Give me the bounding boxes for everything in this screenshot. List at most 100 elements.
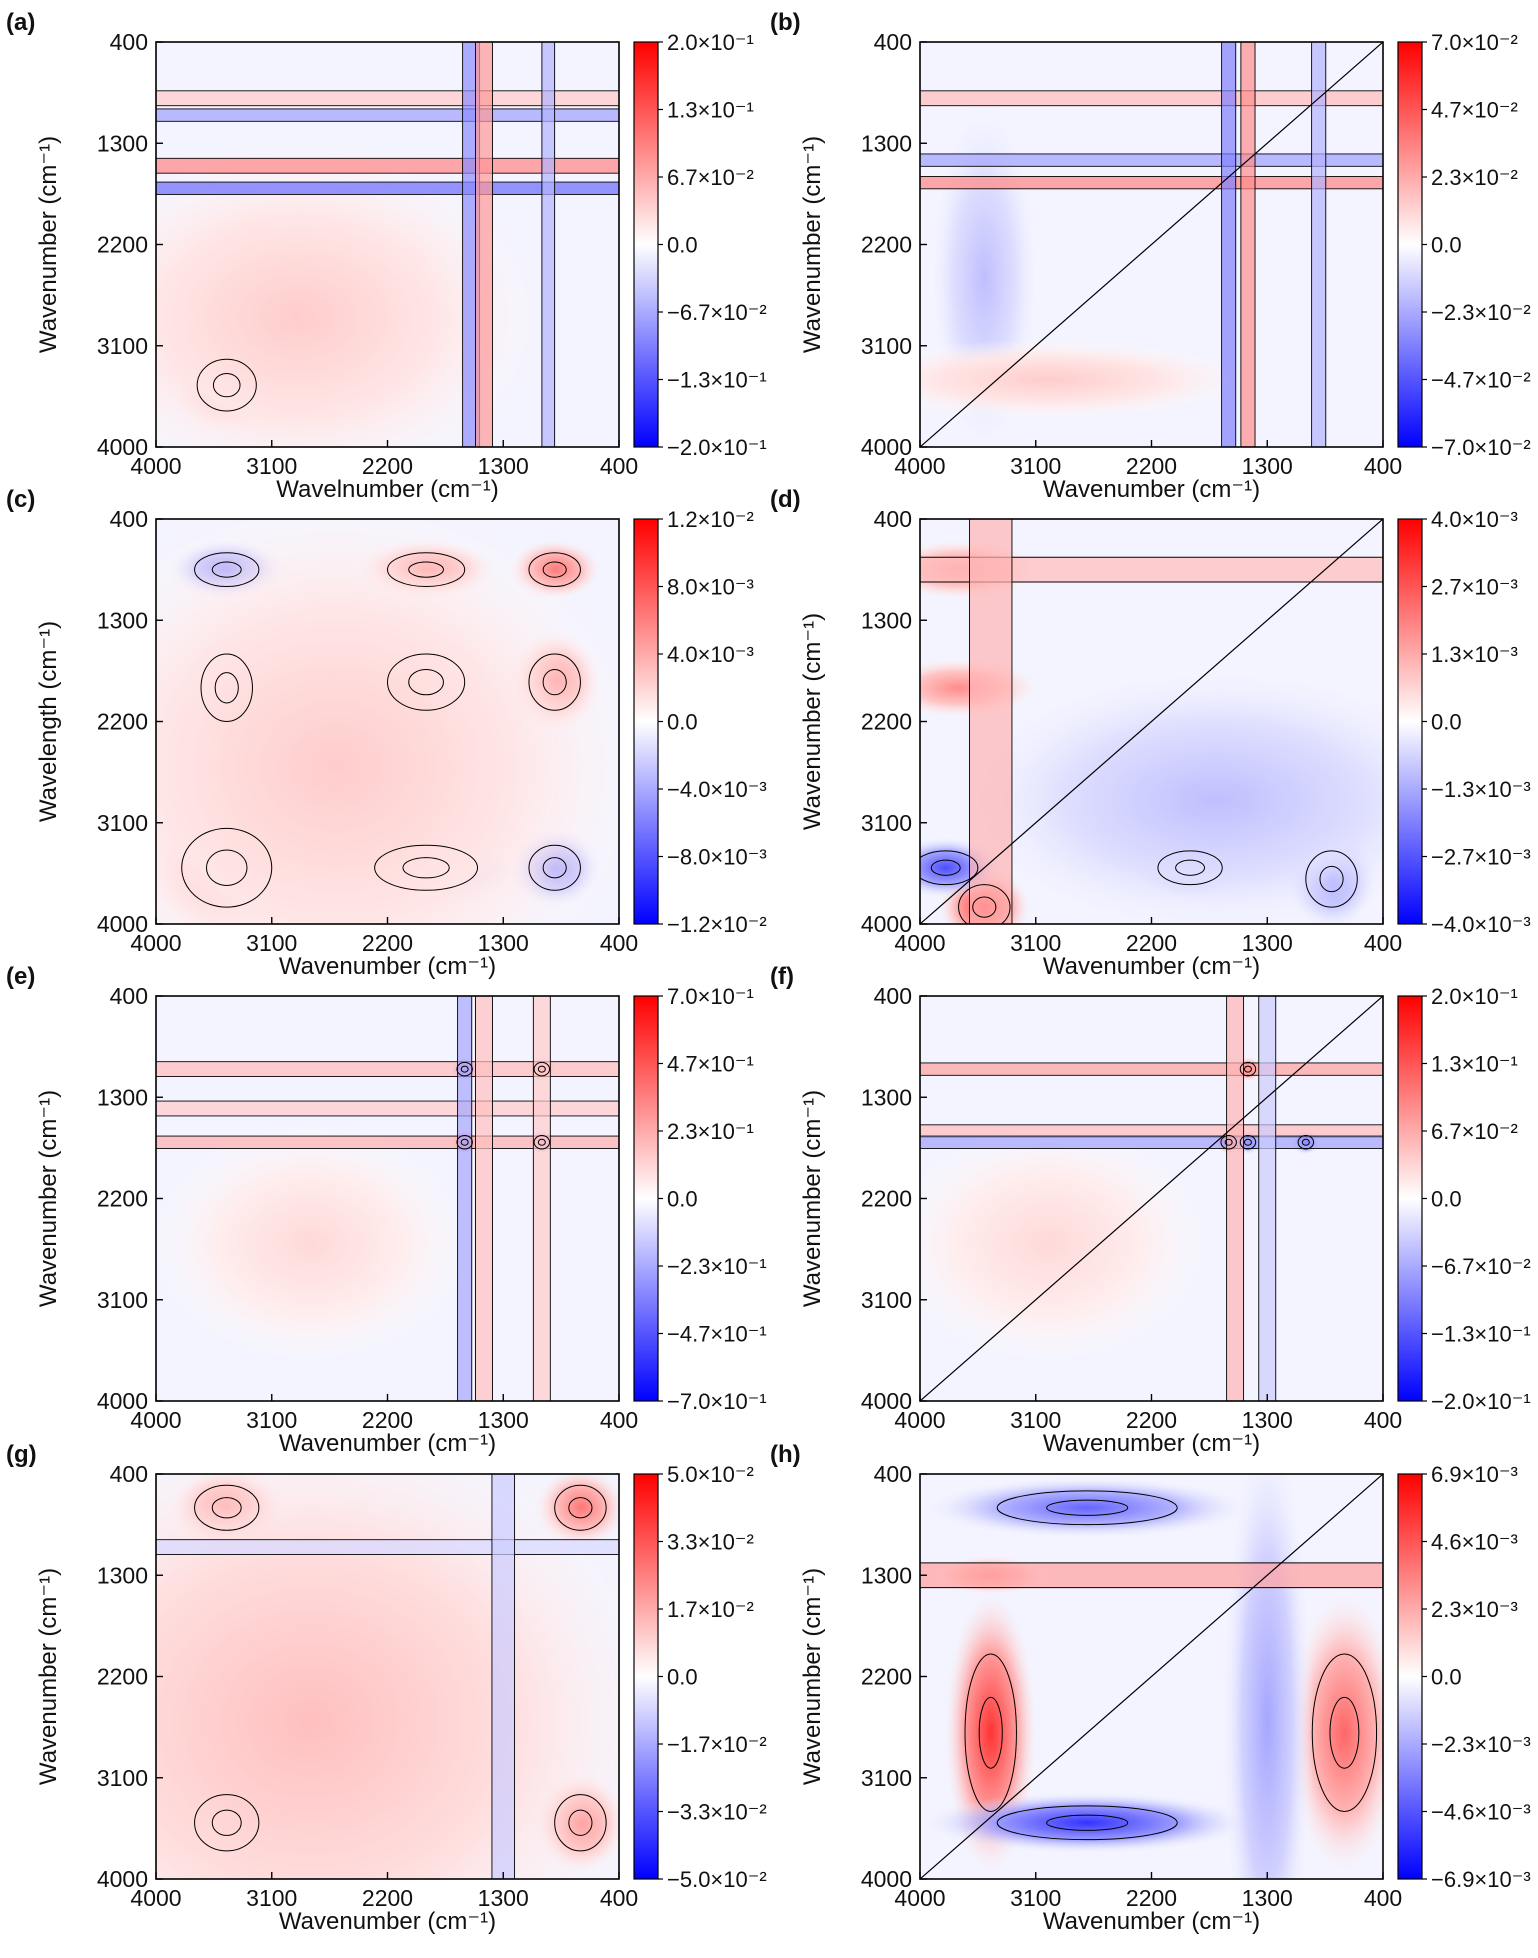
y-tick-label: 3100 [861, 1765, 912, 1791]
y-tick-label: 2200 [97, 232, 148, 258]
heatmap-blob [920, 1122, 1211, 1365]
x-tick-label: 400 [600, 1885, 638, 1911]
contour-line [211, 1809, 242, 1836]
colorbar-tick-label: 1.2×10⁻² [667, 507, 754, 532]
contour-line [1046, 1814, 1129, 1831]
x-tick-label: 2200 [362, 1407, 413, 1433]
x-tick-label: 400 [1364, 453, 1402, 479]
x-tick-label: 2200 [362, 1885, 413, 1911]
colorbar-tick-label: −6.9×10⁻³ [1431, 1867, 1531, 1892]
y-tick-label: 4000 [97, 911, 148, 937]
contour-line [211, 1497, 242, 1519]
panel-label: (b) [770, 9, 801, 36]
y-tick-label: 1300 [861, 130, 912, 156]
contour-line [211, 561, 242, 578]
colorbar-tick-label: 4.0×10⁻³ [667, 642, 754, 667]
contour-line [402, 857, 450, 879]
colorbar-tick-label: −1.2×10⁻² [667, 912, 767, 937]
heatmap-field [156, 1474, 619, 1879]
colorbar-tick-label: 2.7×10⁻³ [1431, 575, 1518, 600]
colorbar [1397, 1473, 1423, 1880]
colorbar-tick-label: −4.0×10⁻³ [667, 777, 767, 802]
contour-line [964, 1653, 1017, 1812]
colorbar-tick-label: −1.3×10⁻¹ [1431, 1322, 1531, 1347]
y-tick-label: 2200 [861, 232, 912, 258]
heatmap-field [920, 519, 1383, 924]
colorbar [1397, 995, 1423, 1402]
x-tick-label: 2200 [1126, 453, 1177, 479]
heatmap-band-horizontal [156, 1136, 619, 1149]
contour-line [996, 1490, 1178, 1526]
colorbar [633, 1473, 659, 1880]
panel-label: (a) [6, 9, 35, 36]
panel-label: (h) [770, 1441, 801, 1468]
x-tick-label: 400 [1364, 930, 1402, 956]
y-tick-label: 3100 [861, 1287, 912, 1313]
contour-line [542, 561, 567, 578]
heatmap-blob [925, 1477, 1250, 1539]
y-tick-label: 400 [110, 983, 148, 1009]
colorbar-tick-label: 4.6×10⁻³ [1431, 1530, 1518, 1555]
contour-line [930, 859, 961, 876]
colorbar-tick-label: −8.0×10⁻³ [667, 845, 767, 870]
x-axis-title: Wavenumber (cm⁻¹) [279, 1430, 496, 1457]
colorbar-tick-label: 2.3×10⁻¹ [667, 1119, 754, 1144]
contour-line [1301, 1138, 1310, 1146]
y-tick-label: 1300 [97, 1084, 148, 1110]
contour-line [456, 1135, 473, 1150]
heatmap-field [156, 996, 619, 1401]
colorbar-tick-label: −7.0×10⁻¹ [667, 1389, 767, 1414]
colorbar-tick-label: 2.3×10⁻² [1431, 165, 1518, 190]
panel-label: (c) [6, 486, 35, 513]
x-axis-title: Wavenumber (cm⁻¹) [1043, 1430, 1260, 1457]
colorbar-tick-label: 0.0 [1431, 1187, 1462, 1212]
contour-line [1305, 850, 1358, 908]
contour-line [1157, 850, 1223, 886]
heatmap-band-horizontal [920, 1062, 1383, 1076]
colorbar-tick-label: 1.3×10⁻³ [1431, 642, 1518, 667]
x-tick-label: 1300 [478, 1885, 529, 1911]
y-tick-label: 4000 [97, 1866, 148, 1892]
contour-line [533, 1061, 551, 1077]
heatmap-band-vertical [1226, 996, 1244, 1401]
x-tick-label: 1300 [1242, 930, 1293, 956]
x-tick-label: 2200 [1126, 930, 1177, 956]
x-axis-title: Wavelnumber (cm⁻¹) [276, 476, 498, 503]
colorbar-tick-label: −2.7×10⁻³ [1431, 845, 1531, 870]
x-tick-label: 2200 [362, 453, 413, 479]
diagonal-line [920, 519, 1383, 924]
colorbar-tick-label: −6.7×10⁻² [1431, 1254, 1531, 1279]
colorbar-tick-label: −4.7×10⁻¹ [667, 1322, 767, 1347]
panel-label: (e) [6, 963, 35, 990]
colorbar-tick-label: 8.0×10⁻³ [667, 575, 754, 600]
x-tick-label: 2200 [1126, 1885, 1177, 1911]
contour-line [408, 561, 444, 578]
y-axis-title: Wavenumber (cm⁻¹) [35, 136, 62, 353]
contour-line [1297, 1135, 1315, 1150]
heatmap-blob [925, 1792, 1250, 1854]
colorbar-tick-label: 0.0 [667, 1665, 698, 1690]
contour-line [196, 358, 257, 412]
contour-line [972, 896, 997, 918]
heatmap-band-vertical [1258, 996, 1276, 1401]
y-tick-label: 4000 [861, 911, 912, 937]
x-tick-label: 4000 [894, 1407, 945, 1433]
heatmap-band-horizontal [156, 158, 619, 174]
panel-label: (g) [6, 1441, 37, 1468]
contour-line [528, 552, 581, 587]
contour-line [408, 668, 444, 696]
x-axis-title: Wavenumber (cm⁻¹) [1043, 476, 1260, 503]
y-tick-label: 3100 [861, 333, 912, 359]
colorbar [633, 41, 659, 448]
colorbar-tick-label: 0.0 [667, 233, 698, 258]
colorbar-tick-label: −3.3×10⁻² [667, 1800, 767, 1825]
y-tick-label: 4000 [97, 434, 148, 460]
diagonal-line [920, 42, 1383, 447]
contour-line [205, 849, 248, 886]
x-tick-label: 400 [1364, 1885, 1402, 1911]
y-axis-title: Wavenumber (cm⁻¹) [799, 136, 826, 353]
colorbar-tick-label: 6.7×10⁻² [667, 165, 754, 190]
contour-line [200, 653, 253, 722]
y-tick-label: 3100 [97, 810, 148, 836]
